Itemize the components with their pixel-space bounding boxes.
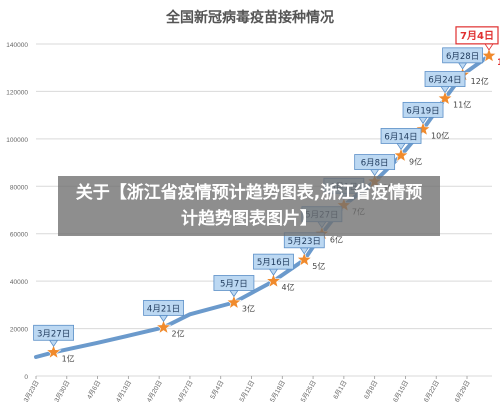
milestone-marker xyxy=(226,294,242,310)
x-tick-label: 4月6日 xyxy=(85,379,102,401)
x-tick-label: 5月18日 xyxy=(268,379,287,404)
callout-pointer xyxy=(396,143,406,151)
callout-date-label: 7月4日 xyxy=(460,30,494,42)
callout-pointer xyxy=(158,314,169,323)
milestone-value-label: 2亿 xyxy=(172,328,185,338)
x-tick-label: 3月23日 xyxy=(22,379,41,404)
callout-box xyxy=(442,47,484,64)
callout-date-label: 6月14日 xyxy=(384,132,417,142)
callout-box xyxy=(213,275,255,291)
milestone-marker xyxy=(265,272,282,288)
milestone-value-label: 11亿 xyxy=(453,100,471,110)
y-tick-label: 60000 xyxy=(10,232,28,239)
milestone-value-label: 1亿 xyxy=(62,353,75,363)
overlay-caption: 关于【浙江省疫情预计趋势图表,浙江省疫情预计趋势图表图片】 xyxy=(75,183,423,229)
callout-box xyxy=(424,71,466,87)
x-tick-label: 6月15日 xyxy=(391,379,410,404)
y-tick-label: 20000 xyxy=(10,327,28,334)
y-tick-label: 40000 xyxy=(10,279,28,286)
callout-pointer xyxy=(268,268,279,276)
y-tick-label: 100000 xyxy=(6,137,28,144)
y-tick-label: 140000 xyxy=(6,42,28,49)
callout-box xyxy=(143,299,184,316)
watermark-overlay: 关于【浙江省疫情预计趋势图表,浙江省疫情预计趋势图表图片】 xyxy=(58,176,440,236)
callout-pointer xyxy=(457,62,468,70)
x-tick-label: 6月22日 xyxy=(422,379,441,404)
milestone-value-label: 5亿 xyxy=(312,261,325,271)
callout-pointer xyxy=(484,43,494,51)
x-tick-label: 4月27日 xyxy=(176,379,195,404)
milestone-value-label: 9亿 xyxy=(409,156,422,166)
callout-pointer xyxy=(229,290,239,298)
callout-box xyxy=(354,154,396,170)
callout-pointer xyxy=(48,339,59,348)
x-tick-label: 6月8日 xyxy=(362,379,379,401)
milestone-marker xyxy=(393,147,410,163)
milestone-marker xyxy=(45,343,62,360)
callout-date-label: 4月21日 xyxy=(147,304,180,314)
callout-date-label: 5月23日 xyxy=(288,237,321,247)
x-tick-label: 5月4日 xyxy=(208,379,225,401)
x-tick-label: 3月30日 xyxy=(53,379,72,404)
callout-box xyxy=(33,324,74,341)
callout-date-label: 6月8日 xyxy=(361,159,389,169)
y-tick-label: 80000 xyxy=(10,184,28,191)
milestone-value-label: 3亿 xyxy=(242,303,255,313)
milestone-marker xyxy=(481,47,497,63)
callout-box xyxy=(253,253,294,270)
milestone-value-label: 10亿 xyxy=(431,130,449,140)
milestone-marker xyxy=(296,251,313,267)
x-tick-label: 4月13日 xyxy=(114,379,133,404)
callout-date-label: 3月27日 xyxy=(37,329,70,339)
milestone-value-label: 6亿 xyxy=(330,235,343,245)
x-tick-label: 6月1日 xyxy=(332,379,349,401)
milestone-value-label: 12亿 xyxy=(471,76,489,86)
milestone-marker xyxy=(415,121,432,137)
callout-box xyxy=(380,128,422,144)
callout-date-label: 5月7日 xyxy=(220,279,248,289)
milestone-value-label: 13亿 xyxy=(497,56,500,68)
milestone-marker xyxy=(155,319,172,335)
y-tick-label: 0 xyxy=(24,374,28,381)
y-tick-label: 120000 xyxy=(6,89,28,96)
callout-box xyxy=(402,101,444,118)
callout-date-label: 6月24日 xyxy=(428,76,461,86)
callout-date-label: 5月16日 xyxy=(257,258,290,268)
x-tick-label: 6月29日 xyxy=(453,379,472,404)
milestone-marker xyxy=(437,90,454,106)
chart-title: 全国新冠病毒疫苗接种情况 xyxy=(165,9,334,26)
x-tick-label: 4月20日 xyxy=(145,379,164,404)
callout-box xyxy=(455,26,499,45)
x-tick-label: 5月25日 xyxy=(299,379,318,404)
milestone-value-label: 4亿 xyxy=(281,282,294,292)
callout-date-label: 6月28日 xyxy=(446,52,479,62)
callout-pointer xyxy=(369,169,380,177)
callout-date-label: 6月19日 xyxy=(406,106,439,116)
x-tick-label: 5月11日 xyxy=(238,379,257,403)
